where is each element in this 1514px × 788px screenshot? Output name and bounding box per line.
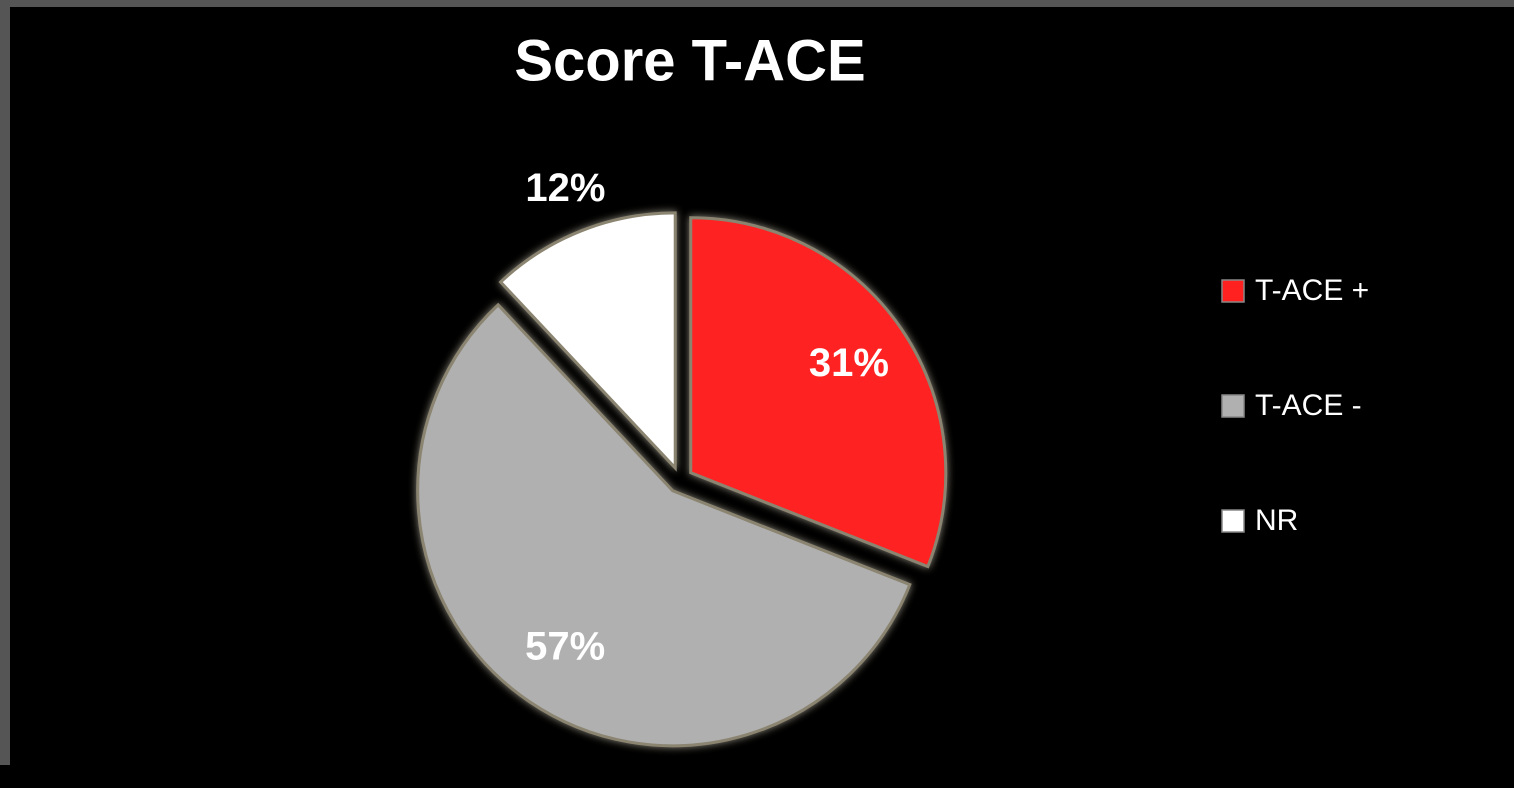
pie-slice xyxy=(689,216,948,569)
frame-left xyxy=(0,0,10,765)
data-label: 57% xyxy=(525,624,605,668)
legend-swatch xyxy=(1221,509,1245,533)
legend-swatch xyxy=(1221,279,1245,303)
frame-top xyxy=(0,0,1514,7)
legend-swatch xyxy=(1221,394,1245,418)
data-label: 12% xyxy=(525,166,605,210)
data-label: 31% xyxy=(809,341,889,385)
legend-label: NR xyxy=(1255,504,1298,537)
pie-slice xyxy=(498,211,677,472)
legend: T-ACE + T-ACE - NR xyxy=(1221,274,1369,537)
legend-label: T-ACE - xyxy=(1255,389,1362,422)
chart-title: Score T-ACE xyxy=(514,28,865,93)
legend-label: T-ACE + xyxy=(1255,274,1369,307)
pie-slice xyxy=(416,302,912,748)
pie: 31% 57% 12% xyxy=(416,166,948,748)
